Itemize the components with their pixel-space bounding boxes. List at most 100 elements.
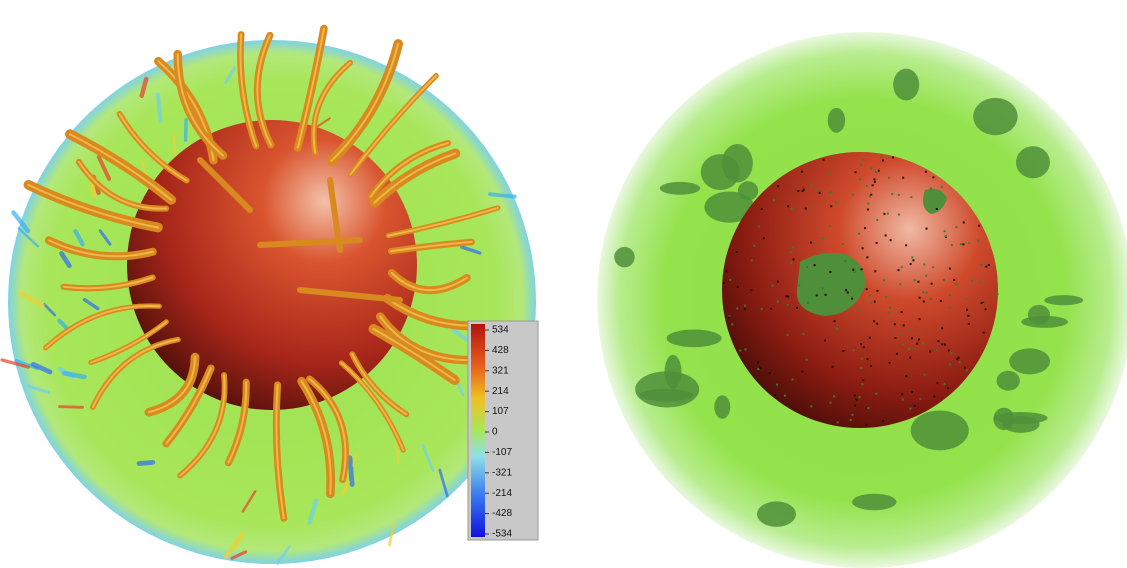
- streak: [347, 455, 355, 487]
- plume-highlight: [312, 61, 352, 155]
- dot: [783, 394, 786, 397]
- dot: [801, 190, 804, 193]
- patch: [666, 329, 722, 348]
- dot: [885, 296, 888, 299]
- dot: [809, 241, 812, 244]
- dot: [917, 338, 920, 341]
- dot: [868, 195, 871, 198]
- dot: [831, 365, 834, 368]
- plume-highlight: [275, 383, 285, 520]
- plume-highlight: [256, 34, 272, 147]
- plume-highlight: [372, 327, 456, 382]
- streak: [61, 370, 87, 380]
- colorbar-gradient: [471, 324, 485, 537]
- dot: [888, 176, 891, 179]
- dot: [852, 268, 855, 271]
- dense-patches: [614, 68, 1084, 527]
- dot: [865, 423, 868, 426]
- colorbar-label: -428: [492, 508, 512, 519]
- dot: [801, 170, 804, 173]
- dot: [908, 329, 911, 332]
- dot: [898, 213, 901, 216]
- dot: [860, 163, 863, 166]
- streak: [223, 532, 245, 559]
- dot: [905, 244, 908, 247]
- dot: [939, 299, 942, 302]
- dot: [833, 395, 836, 398]
- dot: [922, 342, 925, 345]
- dot: [777, 185, 780, 188]
- dot: [770, 307, 773, 310]
- dot: [948, 294, 951, 297]
- dot: [943, 343, 946, 346]
- dot: [941, 327, 944, 330]
- dot: [744, 348, 747, 351]
- dot: [822, 158, 825, 161]
- plume-highlight: [340, 361, 405, 452]
- dot: [830, 205, 833, 208]
- dot: [899, 283, 902, 286]
- dot: [876, 322, 879, 325]
- dot: [916, 342, 919, 345]
- dot: [785, 295, 788, 298]
- plumes: [23, 24, 501, 522]
- patch: [796, 253, 866, 316]
- streak: [172, 133, 177, 156]
- dot: [936, 382, 939, 385]
- dot: [956, 358, 959, 361]
- dot: [917, 280, 920, 283]
- dot: [858, 178, 861, 181]
- colorbar-label: -107: [492, 447, 512, 458]
- dot: [982, 302, 985, 305]
- dot: [966, 308, 969, 311]
- dot: [930, 282, 933, 285]
- dot: [873, 180, 876, 183]
- dot: [958, 361, 961, 364]
- dot: [776, 300, 779, 303]
- streak: [17, 227, 40, 248]
- dot: [947, 349, 950, 352]
- dot: [902, 343, 905, 346]
- dot: [833, 320, 836, 323]
- dot: [911, 256, 914, 259]
- dot: [929, 298, 932, 301]
- dot: [955, 226, 958, 229]
- dot: [949, 306, 952, 309]
- dot: [887, 311, 890, 314]
- dot: [883, 212, 886, 215]
- dot: [944, 236, 947, 239]
- dot: [942, 278, 945, 281]
- dot: [909, 262, 912, 265]
- dot: [980, 302, 983, 305]
- dot: [892, 156, 895, 159]
- dot: [866, 358, 869, 361]
- dot: [864, 227, 867, 230]
- dot: [929, 350, 932, 353]
- dot: [941, 343, 944, 346]
- dot: [786, 333, 789, 336]
- patch: [973, 97, 1018, 136]
- streak: [136, 459, 156, 466]
- dot: [842, 350, 845, 353]
- dot: [862, 379, 865, 382]
- dot: [881, 159, 884, 162]
- dot: [809, 183, 812, 186]
- dot: [786, 303, 789, 306]
- dot: [828, 172, 831, 175]
- dot: [932, 176, 935, 179]
- dot: [829, 270, 832, 273]
- surface-plume: [297, 287, 403, 303]
- streak: [30, 361, 53, 375]
- dot: [967, 322, 970, 325]
- streak: [58, 405, 84, 409]
- dot: [912, 259, 915, 262]
- dot: [860, 343, 863, 346]
- plume-highlight: [369, 142, 449, 198]
- dot: [841, 242, 844, 245]
- dot: [950, 244, 953, 247]
- dot: [935, 348, 938, 351]
- dot: [888, 361, 891, 364]
- streak: [487, 192, 517, 199]
- dot: [940, 186, 943, 189]
